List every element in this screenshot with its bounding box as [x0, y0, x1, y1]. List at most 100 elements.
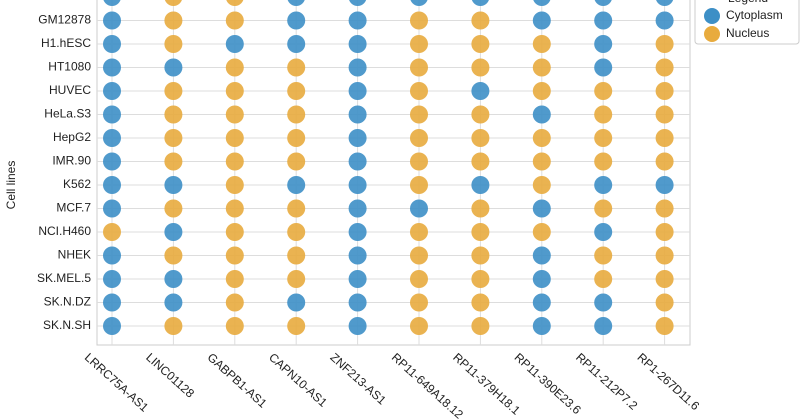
- dot: [164, 58, 183, 77]
- dot: [287, 152, 306, 171]
- dot: [287, 223, 306, 241]
- dot: [164, 246, 183, 265]
- dot: [655, 129, 674, 147]
- y-tick-label: HepG2: [53, 130, 91, 144]
- dot: [287, 82, 306, 100]
- dot: [532, 105, 551, 124]
- dot: [410, 223, 428, 241]
- dot: [410, 176, 428, 194]
- dot: [225, 317, 244, 335]
- dot: [655, 246, 674, 265]
- dot: [410, 199, 428, 218]
- dot: [287, 199, 306, 218]
- y-tick-label: H1.hESC: [41, 36, 91, 50]
- dot: [410, 246, 428, 265]
- dot: [225, 129, 244, 147]
- dot: [103, 11, 121, 30]
- dot: [164, 317, 183, 335]
- y-tick-label: IMR.90: [52, 154, 91, 168]
- dot: [103, 0, 121, 6]
- dot: [594, 58, 613, 77]
- dot: [287, 317, 306, 335]
- dot: [287, 246, 306, 265]
- dot: [164, 82, 183, 100]
- x-tick-label: RP1-267D11.6: [634, 350, 702, 413]
- y-tick-label: MCF.7: [56, 201, 91, 215]
- dot: [287, 176, 306, 194]
- dot: [348, 246, 367, 265]
- dot: [225, 11, 244, 30]
- dot: [164, 293, 183, 312]
- dot: [348, 270, 367, 288]
- dot: [287, 11, 306, 30]
- dot: [594, 199, 613, 218]
- dot: [594, 246, 613, 265]
- dot: [348, 82, 367, 100]
- dot: [287, 293, 306, 312]
- dot: [410, 270, 428, 288]
- dot: [655, 176, 674, 194]
- dot: [287, 105, 306, 124]
- dot: [348, 35, 367, 53]
- dot: [594, 152, 613, 171]
- dot: [164, 129, 183, 147]
- dot: [348, 129, 367, 147]
- dot: [225, 105, 244, 124]
- dot: [655, 35, 674, 53]
- dot: [410, 152, 428, 171]
- dot: [348, 223, 367, 241]
- dot: [164, 176, 183, 194]
- dot: [103, 293, 121, 312]
- dot: [103, 129, 121, 147]
- x-tick-label: LINC01128: [143, 350, 197, 401]
- y-tick-label: A549: [63, 0, 91, 3]
- dot: [532, 35, 551, 53]
- dot: [410, 82, 428, 100]
- dot: [471, 293, 490, 312]
- plot-frame: [96, 0, 691, 346]
- dot: [225, 58, 244, 77]
- dot: [471, 152, 490, 171]
- dot: [594, 293, 613, 312]
- dot: [225, 176, 244, 194]
- dot: [532, 176, 551, 194]
- dot: [471, 199, 490, 218]
- dot: [655, 58, 674, 77]
- dot: [655, 105, 674, 124]
- dot: [532, 317, 551, 335]
- x-tick-label: GABPB1-AS1: [205, 350, 270, 411]
- dot: [225, 270, 244, 288]
- dot: [348, 199, 367, 218]
- dot: [655, 317, 674, 335]
- dot: [225, 35, 244, 53]
- dot: [348, 317, 367, 335]
- dot: [164, 11, 183, 30]
- dot: [410, 293, 428, 312]
- dot: [532, 270, 551, 288]
- dot: [410, 317, 428, 335]
- dot: [655, 223, 674, 241]
- dot: [225, 199, 244, 218]
- x-tick-label: RP11-212P7.2: [573, 350, 640, 413]
- dot: [594, 0, 612, 6]
- dot: [348, 105, 367, 124]
- dot: [287, 129, 306, 147]
- dot: [655, 11, 674, 30]
- y-tick-label: NHEK: [58, 248, 91, 262]
- dot: [226, 0, 244, 6]
- dot: [348, 58, 367, 77]
- dot: [287, 58, 306, 77]
- dot: [103, 58, 121, 77]
- dot: [225, 82, 244, 100]
- y-tick-label: HUVEC: [49, 83, 91, 97]
- legend-box: [694, 0, 800, 45]
- dot: [533, 0, 551, 6]
- dot: [471, 82, 490, 100]
- dot: [655, 82, 674, 100]
- y-tick-label: SK.N.DZ: [44, 295, 91, 309]
- dot: [656, 0, 674, 6]
- legend: Legend Cytoplasm Nucleus: [694, 0, 800, 45]
- dot: [103, 270, 121, 288]
- y-tick-label: NCI.H460: [38, 224, 91, 238]
